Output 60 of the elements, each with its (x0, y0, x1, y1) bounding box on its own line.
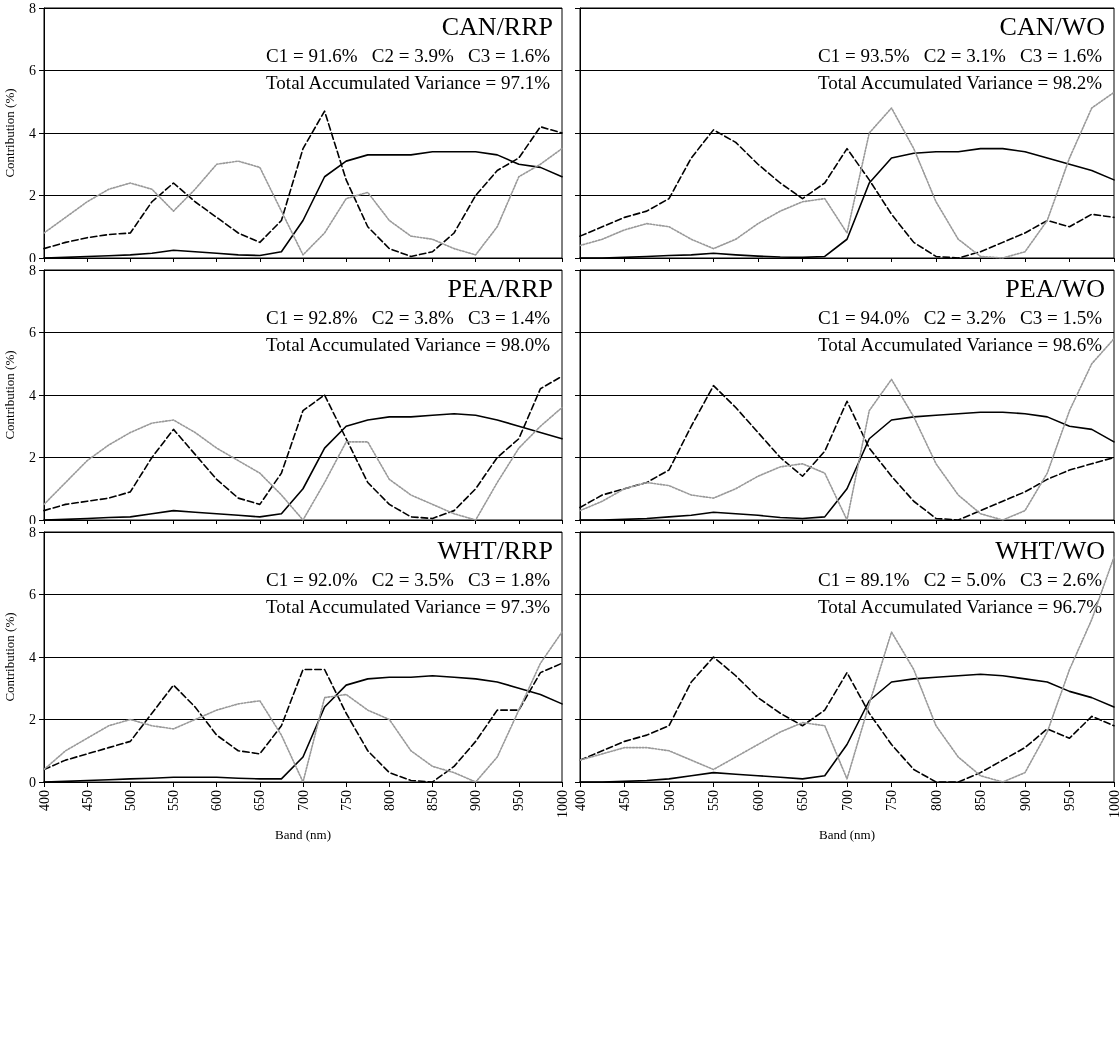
annotation: Total Accumulated Variance = 98.2% (818, 72, 1103, 93)
chart-title: WHT/WO (995, 535, 1106, 565)
annotation: C1 = 92.0% C2 = 3.5% C3 = 1.8% (266, 569, 551, 590)
annotation: Total Accumulated Variance = 98.0% (266, 334, 551, 355)
annotation: C1 = 91.6% C2 = 3.9% C3 = 1.6% (266, 45, 551, 66)
chart-title: CAN/RRP (441, 11, 553, 41)
annotation: Total Accumulated Variance = 97.1% (266, 72, 551, 93)
x-tick-label: 650 (795, 790, 810, 811)
y-tick-label: 2 (29, 188, 36, 203)
y-tick-label: 2 (29, 450, 36, 465)
annotation: C1 = 94.0% C2 = 3.2% C3 = 1.5% (818, 307, 1103, 328)
x-tick-label: 800 (381, 790, 397, 811)
y-tick-label: 4 (29, 125, 36, 141)
y-tick-label: 4 (29, 649, 36, 665)
y-axis-title: Contribution (%) (2, 88, 17, 178)
x-tick-label: 550 (166, 790, 181, 811)
x-tick-label: 700 (839, 790, 855, 811)
x-tick-label: 850 (425, 790, 440, 811)
chart-title: WHT/RRP (437, 535, 554, 565)
x-axis-title: Band (nm) (275, 827, 331, 842)
x-tick-label: 700 (295, 790, 311, 811)
annotation: C1 = 93.5% C2 = 3.1% C3 = 1.6% (818, 45, 1103, 66)
y-tick-label: 6 (29, 587, 36, 602)
annotation: C1 = 92.8% C2 = 3.8% C3 = 1.4% (266, 307, 551, 328)
x-tick-label: 950 (1062, 790, 1077, 811)
x-tick-label: 950 (511, 790, 527, 811)
x-tick-label: 400 (572, 790, 588, 811)
x-tick-label: 850 (973, 790, 988, 811)
x-tick-label: 1000 (1106, 790, 1120, 818)
annotation: Total Accumulated Variance = 96.7% (818, 596, 1103, 617)
y-tick-label: 0 (29, 774, 36, 790)
y-tick-label: 2 (29, 712, 36, 727)
y-tick-label: 6 (29, 63, 36, 78)
x-tick-label: 400 (36, 790, 52, 811)
x-axis-title: Band (nm) (819, 827, 875, 842)
chart-title: PEA/RRP (447, 273, 554, 303)
x-tick-label: 450 (617, 790, 632, 811)
x-tick-label: 450 (79, 790, 95, 811)
annotation: Total Accumulated Variance = 98.6% (818, 334, 1103, 355)
x-tick-label: 900 (468, 790, 484, 811)
x-tick-label: 750 (338, 790, 354, 811)
chart-title: CAN/WO (999, 11, 1105, 41)
y-axis-title: Contribution (%) (2, 350, 17, 440)
x-tick-label: 500 (661, 790, 677, 811)
chart-title: PEA/WO (1005, 273, 1106, 303)
y-tick-label: 8 (29, 0, 36, 16)
annotation: Total Accumulated Variance = 97.3% (266, 596, 551, 617)
x-tick-label: 500 (122, 790, 138, 811)
x-tick-label: 600 (750, 790, 766, 811)
x-tick-label: 900 (1017, 790, 1033, 811)
y-axis-title: Contribution (%) (2, 612, 17, 702)
annotation: C1 = 89.1% C2 = 5.0% C3 = 2.6% (818, 569, 1103, 590)
y-tick-label: 6 (29, 325, 36, 340)
x-tick-label: 600 (209, 790, 225, 811)
x-tick-label: 800 (928, 790, 944, 811)
x-tick-label: 1000 (554, 790, 570, 818)
x-tick-label: 550 (706, 790, 721, 811)
x-tick-label: 750 (884, 790, 899, 811)
y-tick-label: 4 (29, 387, 36, 403)
x-tick-label: 650 (252, 790, 268, 811)
